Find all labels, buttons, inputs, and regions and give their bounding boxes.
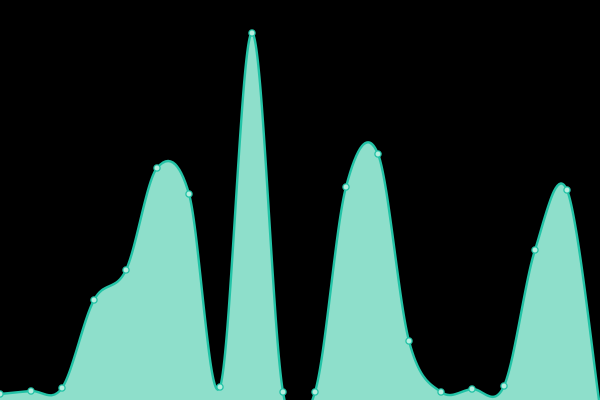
data-point-marker: [374, 150, 382, 158]
data-point-marker: [58, 384, 66, 392]
data-point-marker: [531, 246, 539, 254]
data-point-marker: [90, 296, 98, 304]
data-point-marker: [563, 186, 571, 194]
data-point-marker: [500, 382, 508, 390]
data-point-marker: [27, 387, 35, 395]
area-fill-path: [0, 32, 599, 400]
data-point-marker: [0, 390, 4, 398]
data-point-marker: [185, 190, 193, 198]
data-point-marker: [437, 388, 445, 396]
data-point-marker: [279, 388, 287, 396]
data-point-marker: [216, 383, 224, 391]
data-point-marker: [248, 29, 256, 37]
data-point-markers: [0, 29, 571, 398]
data-point-marker: [153, 164, 161, 172]
data-point-marker: [342, 183, 350, 191]
data-point-marker: [311, 388, 319, 396]
data-point-marker: [468, 385, 476, 393]
data-point-marker: [122, 266, 130, 274]
data-point-marker: [405, 337, 413, 345]
